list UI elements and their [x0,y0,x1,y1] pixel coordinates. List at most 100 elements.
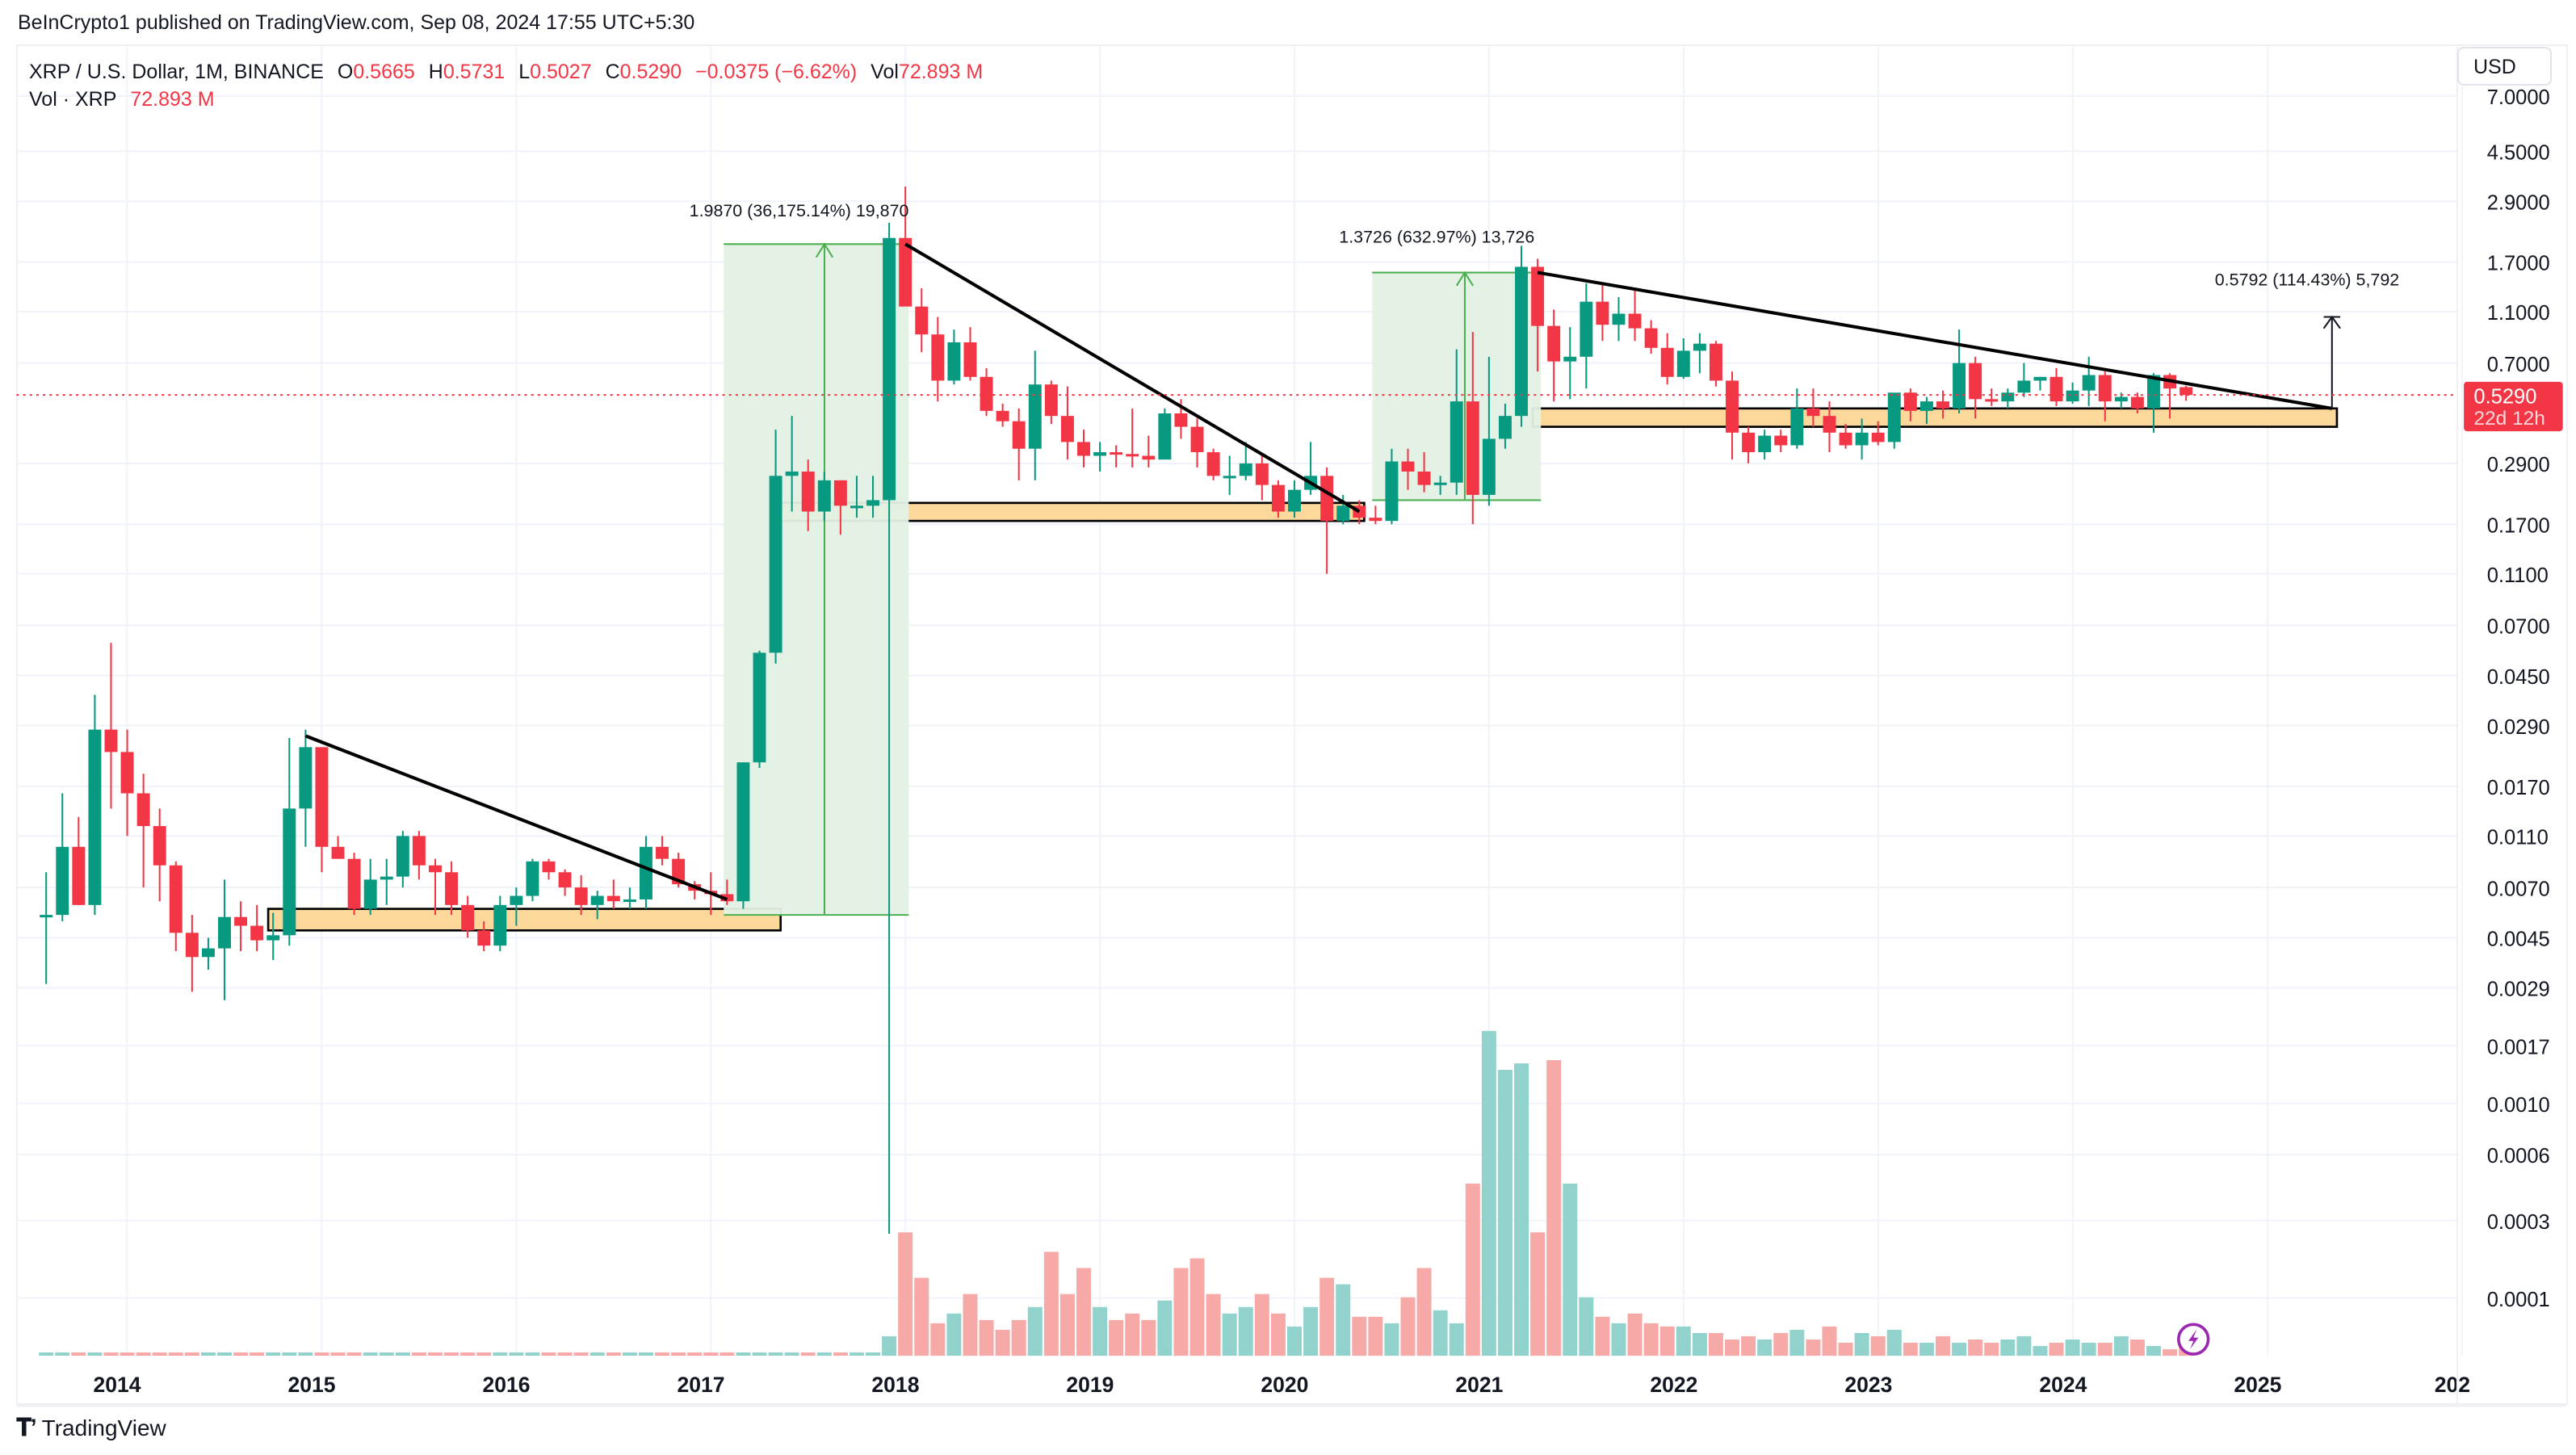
candle-body [2098,375,2112,402]
candle-body [1028,384,1042,449]
volume-bar [1125,1313,1140,1356]
range-label-2: 1.3726 (632.97%) 13,726 [1339,228,1534,247]
candle-body [640,846,652,899]
year-tick: 2023 [1844,1373,1892,1397]
volume-bar [1206,1294,1221,1356]
candle-body [1336,505,1350,522]
candle-body [1887,392,1901,442]
volume-bar [1109,1319,1124,1356]
candle-body [542,861,556,873]
candle-body [1110,452,1123,455]
price-tick: 2.9000 [2487,191,2550,214]
volume-bar [2163,1349,2178,1356]
candle-body [56,846,69,916]
candle-body [104,729,118,753]
close-value: 0.5290 [619,61,682,83]
price-tick: 0.0290 [2487,716,2550,739]
volume-bar [1416,1268,1432,1356]
candle-body [1806,408,1820,417]
candle-body [1790,408,1804,446]
candle-body [250,925,264,941]
volume-bar [541,1352,556,1356]
candle-body [1839,432,1852,446]
price-tick: 0.1700 [2487,514,2550,537]
candle-body [1369,518,1382,522]
price-tick: 0.7000 [2487,354,2550,376]
volume-bar [1968,1339,1983,1356]
candle-body [1158,413,1172,460]
candle-body [2147,375,2160,409]
current-price-countdown: 22d 12h [2473,408,2545,430]
candle-body [1612,313,1626,325]
volume-bar [509,1352,524,1356]
volume-bar [1481,1030,1496,1356]
current-price-value: 0.5290 [2473,385,2536,408]
volume-bar [411,1352,426,1356]
volume-bar [493,1352,508,1356]
price-tick: 0.0110 [2487,827,2549,849]
volume-bar [1433,1310,1448,1356]
volume-bar [1919,1343,1934,1356]
candle-body [2082,375,2096,391]
volume-bar [979,1319,994,1356]
axes: 7.0000 4.5000 2.9000 1.7000 1.1000 0.7000 0.29… [16,46,2566,1407]
volume-bar [2000,1339,2016,1356]
candle-body [1693,343,1706,351]
volume-bar [1725,1339,1740,1356]
candle-body [623,899,636,903]
volume-bar [557,1352,573,1356]
volume-bar [2049,1343,2064,1356]
tradingview-brand: TradingView [41,1415,166,1440]
volume-bar [1059,1294,1075,1356]
volume-bar [1254,1294,1269,1356]
volume-bar [1011,1319,1026,1356]
volume-series-label[interactable]: Vol · XRP [29,88,117,111]
symbol-title[interactable]: XRP / U.S. Dollar, 1M, BINANCE [29,61,324,83]
price-tick: 1.1000 [2487,302,2550,325]
volume-bar [266,1352,281,1356]
candle-body [1596,301,1609,325]
candle-body [899,237,913,307]
candle-body [769,476,782,653]
candle-body [1628,313,1642,329]
volume-bar [1303,1306,1319,1356]
volume-bar [849,1352,864,1356]
candle-body [1531,266,1545,326]
candle-body [1077,442,1090,456]
candle-body [429,865,442,873]
support-zone [266,908,782,932]
candle-body [1126,454,1139,457]
high-label: H [428,61,443,83]
support-zones [266,407,2339,932]
volume-bar [995,1329,1010,1356]
volume-bar [1530,1232,1546,1356]
tradingview-logo[interactable]: 𝐓’ TradingView [16,1415,166,1442]
volume-bar [1708,1332,1723,1356]
currency-button[interactable]: USD [2457,47,2552,86]
candle-body [283,808,296,936]
volume-bar [55,1352,70,1356]
candle-body [866,500,879,506]
candle-body [1953,363,1966,409]
candlesticks [40,186,2193,1234]
candle-body [363,879,377,909]
support-zone [1531,407,2339,428]
candle-body [331,846,345,859]
volume-bars [39,1030,2194,1356]
candle-body [1969,363,1982,400]
price-tick: 0.0001 [2487,1289,2550,1311]
volume-bar [2065,1339,2080,1356]
volume-bar [2146,1346,2161,1356]
candle-body [1580,301,1593,357]
tradingview-logo-icon: 𝐓’ [16,1415,37,1441]
candle-body [218,916,231,949]
trendlines [304,242,2333,901]
range-arrowhead [815,242,834,258]
candle-body [980,376,993,411]
candle-body [2017,380,2031,393]
candle-body [2049,376,2063,402]
price-tick: 0.0170 [2487,777,2550,799]
volume-bar [363,1352,378,1356]
open-label: O [337,61,354,83]
